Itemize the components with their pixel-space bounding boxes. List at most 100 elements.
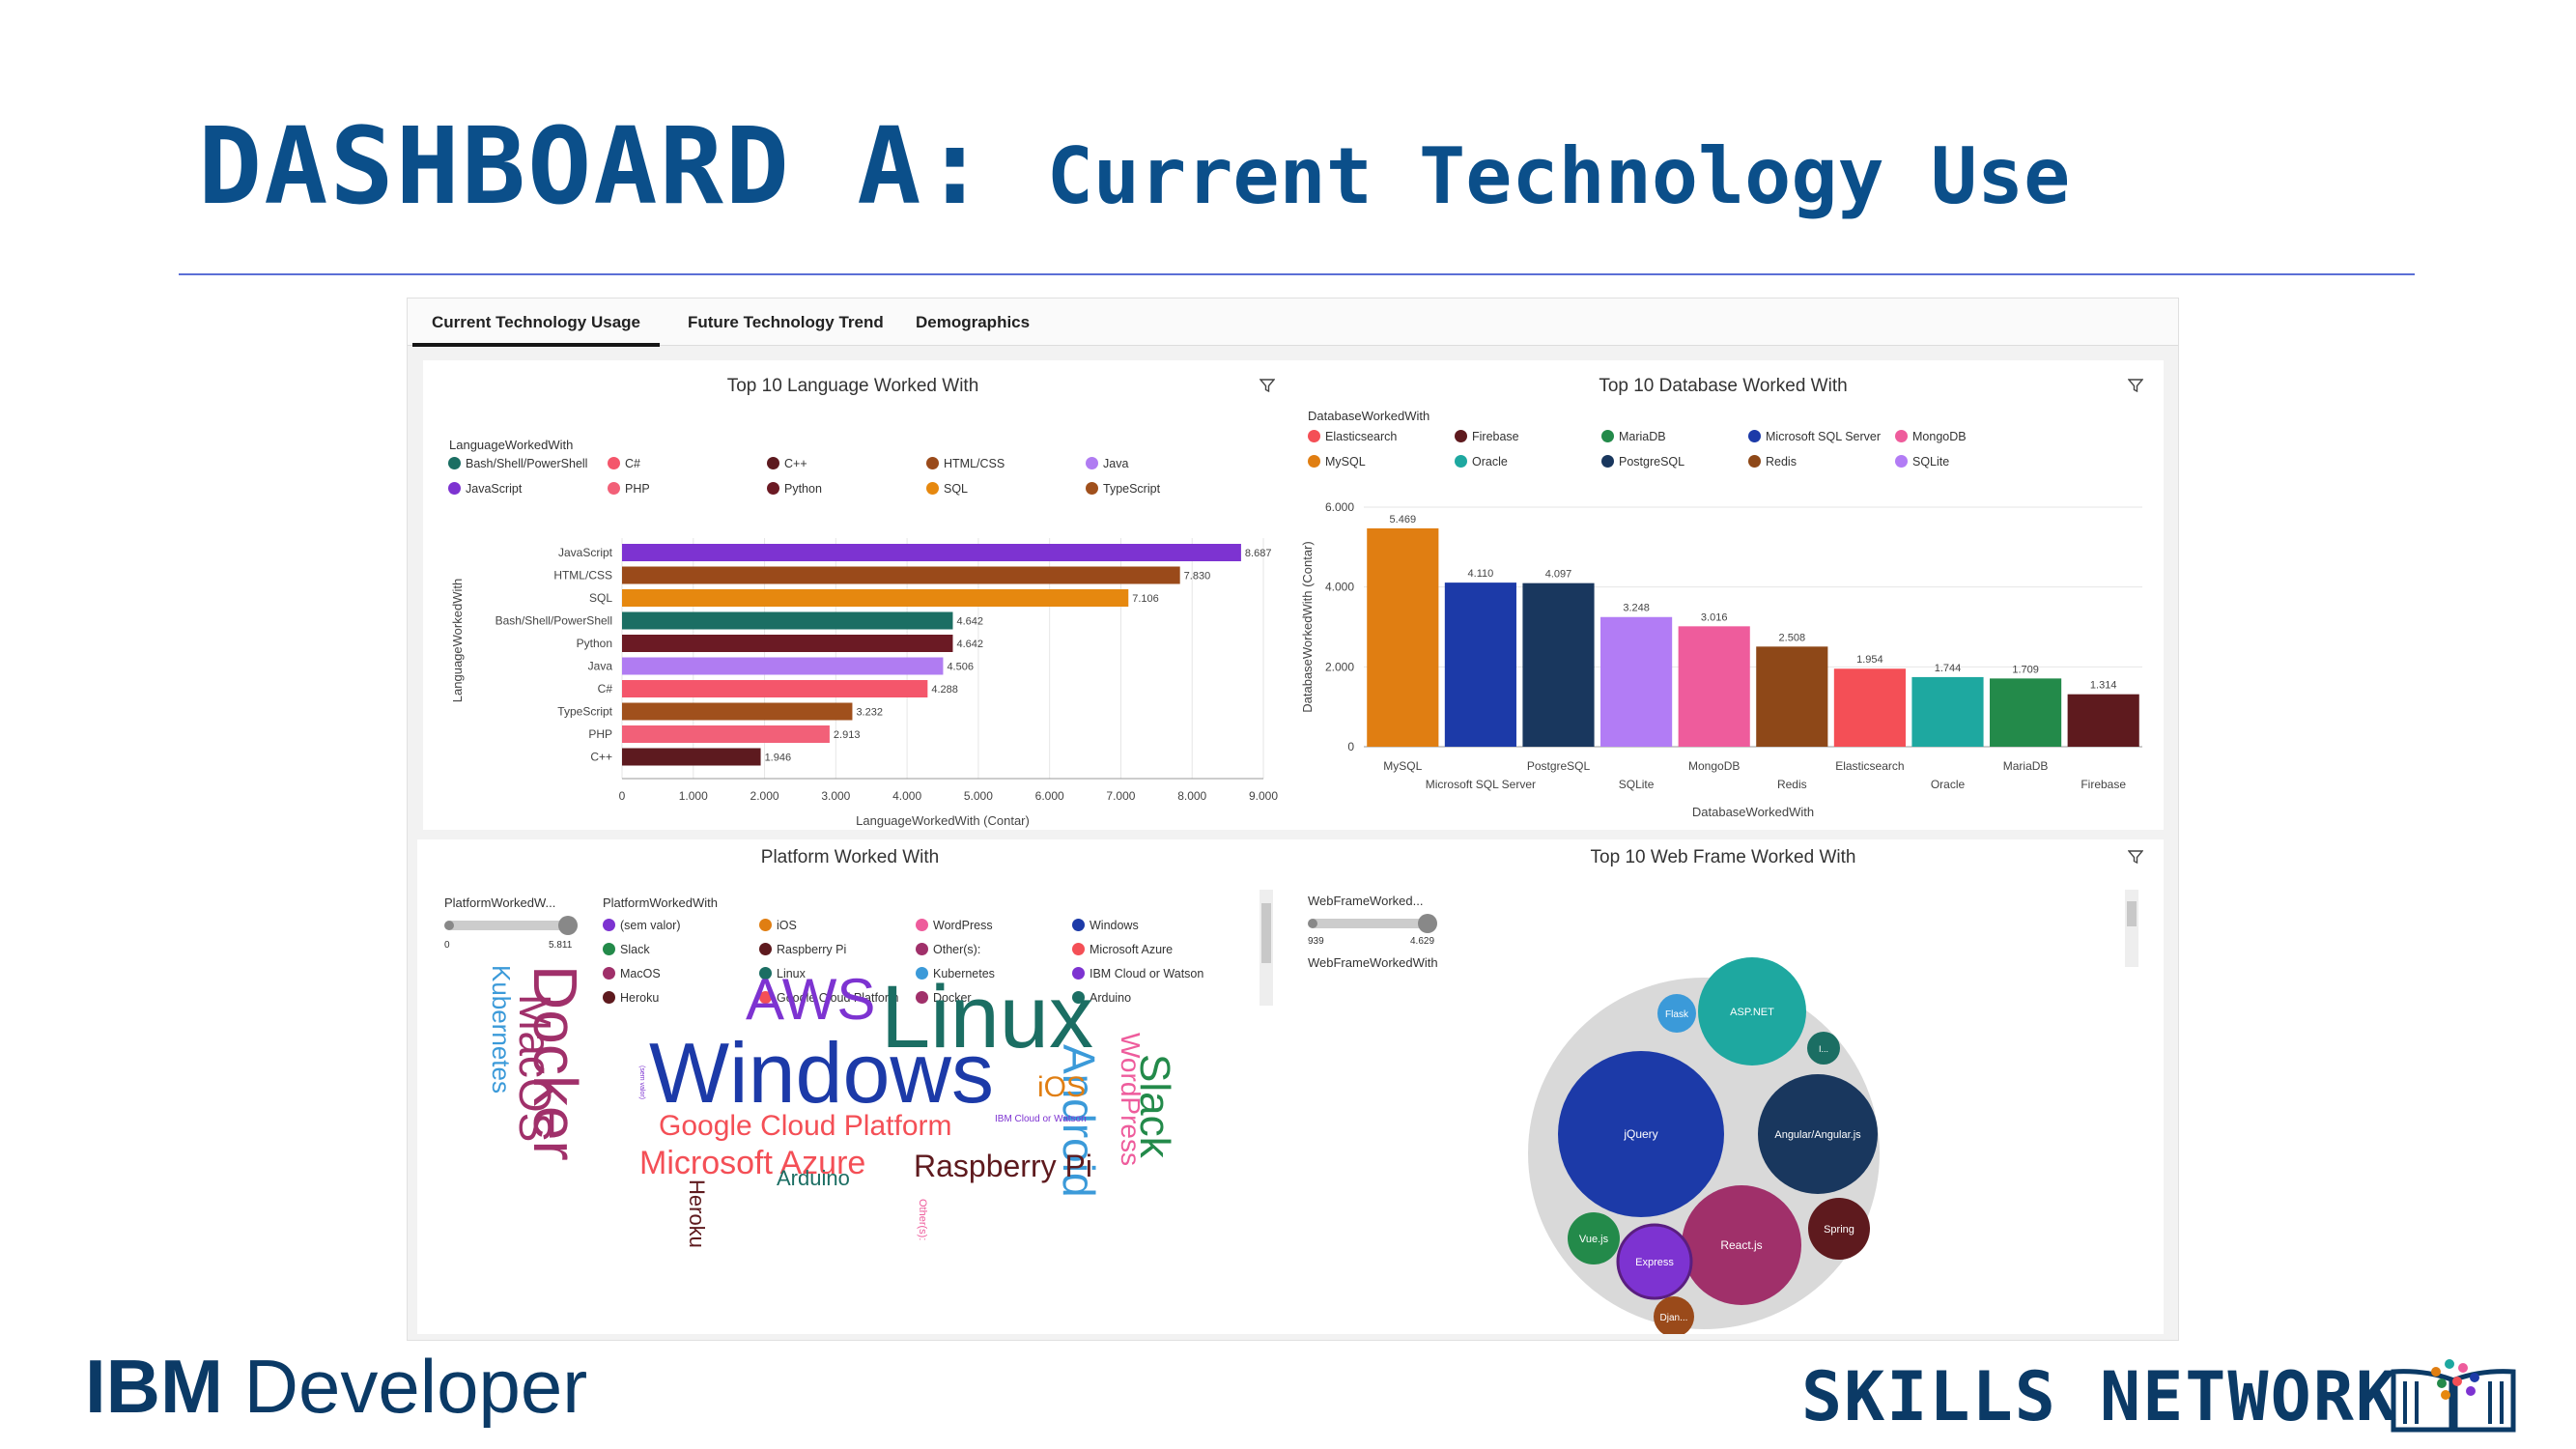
word-aws[interactable]: AWS (746, 967, 876, 1032)
platform-legend-scrollbar[interactable] (1260, 890, 1273, 1006)
legend-item-firebase[interactable]: Firebase (1455, 430, 1519, 443)
webframe-legend-scrollbar[interactable] (2125, 890, 2138, 967)
legend-swatch (1072, 991, 1085, 1004)
legend-item-mariadb[interactable]: MariaDB (1601, 430, 1666, 443)
legend-item-sem-valor[interactable]: (sem valor) (603, 919, 681, 932)
word-google-cloud-platform[interactable]: Google Cloud Platform (659, 1110, 952, 1142)
y-tick-label: Python (577, 637, 612, 650)
legend-item-c[interactable]: C# (608, 457, 640, 470)
legend-item-html-css[interactable]: HTML/CSS (926, 457, 1005, 470)
legend-swatch (1895, 455, 1908, 468)
word-raspberry-pi[interactable]: Raspberry Pi (914, 1149, 1092, 1183)
legend-item-ios[interactable]: iOS (759, 919, 797, 932)
legend-item-redis[interactable]: Redis (1748, 455, 1797, 469)
bar-value-label: 3.016 (1701, 611, 1728, 623)
legend-item-arduino[interactable]: Arduino (1072, 991, 1131, 1005)
scroll-thumb[interactable] (1261, 903, 1271, 963)
legend-item-windows[interactable]: Windows (1072, 919, 1139, 932)
language-legend-title: LanguageWorkedWith (449, 438, 574, 452)
title-main: DASHBOARD A: (198, 104, 989, 228)
legend-item-google-cloud-platform[interactable]: Google Cloud Platform (759, 991, 898, 1005)
legend-item-raspberry-pi[interactable]: Raspberry Pi (759, 943, 846, 956)
legend-item-php[interactable]: PHP (608, 482, 650, 496)
filter-icon[interactable] (2128, 849, 2143, 865)
bubble-react-js (1682, 1185, 1801, 1305)
filter-icon[interactable] (2128, 378, 2143, 393)
word-ibm-cloud-or-watson[interactable]: IBM Cloud or Watson (995, 1114, 1087, 1124)
word-wordpress[interactable]: WordPress (1116, 1033, 1146, 1166)
word-windows[interactable]: Windows (649, 1025, 994, 1121)
legend-item-typescript[interactable]: TypeScript (1086, 482, 1160, 496)
legend-item-macos[interactable]: MacOS (603, 967, 661, 980)
y-tick-label: JavaScript (558, 546, 613, 559)
word-heroku[interactable]: Heroku (685, 1179, 709, 1248)
bar-microsoft-sql-server (1444, 582, 1516, 747)
legend-swatch (603, 967, 615, 980)
webframe-slider-max-handle[interactable] (1418, 914, 1437, 933)
legend-item-kubernetes[interactable]: Kubernetes (916, 967, 995, 980)
legend-item-microsoft-sql-server[interactable]: Microsoft SQL Server (1748, 430, 1881, 443)
legend-swatch (916, 919, 928, 931)
bar-value-label: 1.954 (1856, 654, 1883, 666)
legend-item-bash-shell-powershell[interactable]: Bash/Shell/PowerShell (448, 457, 587, 470)
word-sem-valor[interactable]: (sem valor) (638, 1065, 645, 1100)
legend-item-sqlite[interactable]: SQLite (1895, 455, 1949, 469)
bar-php (622, 725, 830, 743)
y-tick-label: TypeScript (557, 705, 612, 719)
legend-item-oracle[interactable]: Oracle (1455, 455, 1508, 469)
legend-item-elasticsearch[interactable]: Elasticsearch (1308, 430, 1397, 443)
word-macos[interactable]: MacOS (510, 994, 560, 1143)
legend-item-java[interactable]: Java (1086, 457, 1128, 470)
legend-item-ibm-cloud-or-watson[interactable]: IBM Cloud or Watson (1072, 967, 1203, 980)
tab-future-technology-trend[interactable]: Future Technology Trend (688, 313, 884, 331)
legend-swatch (759, 919, 772, 931)
legend-item-sql[interactable]: SQL (926, 482, 968, 496)
platform-range-slider[interactable] (446, 921, 570, 930)
legend-item-docker[interactable]: Docker (916, 991, 972, 1005)
legend-item-postgresql[interactable]: PostgreSQL (1601, 455, 1684, 469)
legend-swatch (759, 943, 772, 955)
legend-item-javascript[interactable]: JavaScript (448, 482, 522, 496)
bar-value-label: 7.106 (1132, 593, 1159, 605)
legend-item-python[interactable]: Python (767, 482, 822, 496)
legend-label: Microsoft Azure (1090, 943, 1174, 956)
legend-item-c[interactable]: C++ (767, 457, 807, 470)
legend-label: Other(s): (933, 943, 981, 956)
word-microsoft-azure[interactable]: Microsoft Azure (639, 1145, 866, 1181)
legend-item-linux[interactable]: Linux (759, 967, 806, 980)
legend-label: SQLite (1912, 455, 1950, 469)
legend-label: Redis (1766, 455, 1797, 469)
word-linux[interactable]: Linux (881, 968, 1093, 1066)
word-other-s[interactable]: Other(s): (917, 1199, 928, 1241)
scroll-thumb[interactable] (2127, 901, 2137, 926)
word-kubernetes[interactable]: Kubernetes (487, 965, 516, 1094)
legend-swatch (603, 991, 615, 1004)
legend-item-wordpress[interactable]: WordPress (916, 919, 993, 932)
word-arduino[interactable]: Arduino (777, 1166, 850, 1190)
platform-slider-min-handle[interactable] (444, 921, 454, 930)
webframe-slider-min-handle[interactable] (1308, 919, 1317, 928)
bar-value-label: 4.642 (956, 616, 983, 628)
word-ios[interactable]: iOS (1037, 1071, 1087, 1103)
legend-label: C++ (784, 457, 807, 470)
legend-item-slack[interactable]: Slack (603, 943, 650, 956)
legend-item-mongodb[interactable]: MongoDB (1895, 430, 1967, 443)
legend-swatch (759, 991, 772, 1004)
legend-item-mysql[interactable]: MySQL (1308, 455, 1366, 469)
webframe-range-slider[interactable] (1310, 919, 1430, 928)
filter-icon[interactable] (1260, 378, 1275, 393)
legend-item-heroku[interactable]: Heroku (603, 991, 659, 1005)
legend-swatch (1895, 430, 1908, 442)
tab-current-technology-usage[interactable]: Current Technology Usage (412, 298, 660, 347)
tab-demographics[interactable]: Demographics (916, 313, 1031, 331)
x-tick-label: 1.000 (679, 789, 708, 803)
y-tick-label: Bash/Shell/PowerShell (495, 614, 612, 628)
legend-item-microsoft-azure[interactable]: Microsoft Azure (1072, 943, 1173, 956)
x-tick-label: MySQL (1383, 759, 1422, 773)
bar-value-label: 8.687 (1245, 548, 1272, 559)
legend-label: WordPress (933, 919, 993, 932)
platform-slider-max-handle[interactable] (558, 916, 578, 935)
legend-item-other-s[interactable]: Other(s): (916, 943, 980, 956)
bar-mongodb (1678, 626, 1750, 747)
language-chart-title: Top 10 Language Worked With (726, 376, 979, 396)
